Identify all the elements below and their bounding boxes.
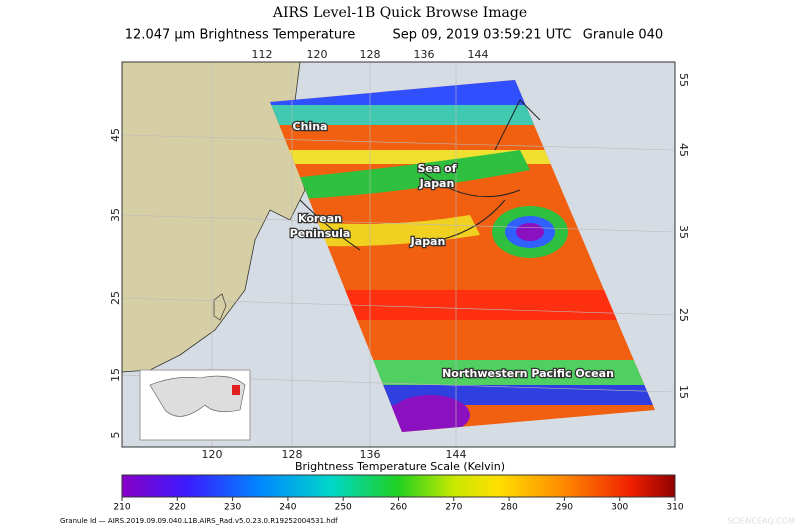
place-label: China — [293, 120, 328, 133]
place-label: Japan — [419, 177, 455, 190]
colorbar-tick-label: 310 — [666, 503, 683, 513]
colorbar-tick-label: 300 — [611, 503, 628, 513]
place-label: Peninsula — [290, 227, 351, 240]
place-label: Northwestern Pacific Ocean — [442, 367, 614, 380]
lon-label: 120 — [202, 448, 223, 461]
colorbar-tick-label: 220 — [169, 503, 186, 513]
colorbar-tick-label: 280 — [501, 503, 518, 513]
place-label: Korean — [298, 212, 342, 225]
title: AIRS Level-1B Quick Browse Image — [272, 5, 527, 21]
lat-label: 45 — [677, 143, 690, 157]
inset-land — [149, 375, 246, 417]
lat-label: 25 — [677, 308, 690, 322]
lon-label: 136 — [360, 448, 381, 461]
subtitle-product: 12.047 μm Brightness Temperature — [125, 28, 355, 43]
place-label: Japan — [410, 235, 446, 248]
lon-label: 128 — [360, 48, 381, 61]
lon-label: 144 — [468, 48, 489, 61]
lon-label: 136 — [414, 48, 435, 61]
map-frame — [121, 61, 676, 448]
colorbar-tick-label: 230 — [224, 503, 241, 513]
inset-locator — [232, 385, 240, 395]
lon-label: 128 — [282, 448, 303, 461]
lon-label: 144 — [446, 448, 467, 461]
lat-label: 25 — [109, 291, 122, 305]
island — [213, 293, 227, 321]
lat-label: 35 — [109, 208, 122, 222]
lat-label: 35 — [677, 225, 690, 239]
lat-label: 45 — [109, 128, 122, 142]
colorbar-tick-label: 260 — [390, 503, 407, 513]
subtitle-time: Sep 09, 2019 03:59:21 UTC — [393, 28, 572, 43]
lat-label: 55 — [677, 73, 690, 87]
colorbar-tick-label: 210 — [113, 503, 130, 513]
map — [122, 62, 675, 447]
lat-label: 15 — [109, 368, 122, 382]
lon-label: 112 — [252, 48, 273, 61]
colorbar-tick-label: 240 — [279, 503, 296, 513]
lon-label: 120 — [307, 48, 328, 61]
footer: Granule Id — AIRS.2019.09.09.040.L1B.AIR… — [60, 517, 338, 525]
colorbar-title: Brightness Temperature Scale (Kelvin) — [295, 460, 505, 473]
lat-label: 5 — [109, 432, 122, 439]
colorbar-tick-label: 290 — [556, 503, 573, 513]
colorbar-tick-label: 250 — [335, 503, 352, 513]
lat-label: 15 — [677, 385, 690, 399]
subtitle-granule: Granule 040 — [583, 28, 663, 43]
place-label: Sea of — [418, 162, 457, 175]
colorbar-tick-label: 270 — [445, 503, 462, 513]
colorbar — [121, 474, 676, 498]
coastline — [299, 99, 541, 251]
watermark: SCIENCEAQ.COM — [727, 517, 795, 526]
